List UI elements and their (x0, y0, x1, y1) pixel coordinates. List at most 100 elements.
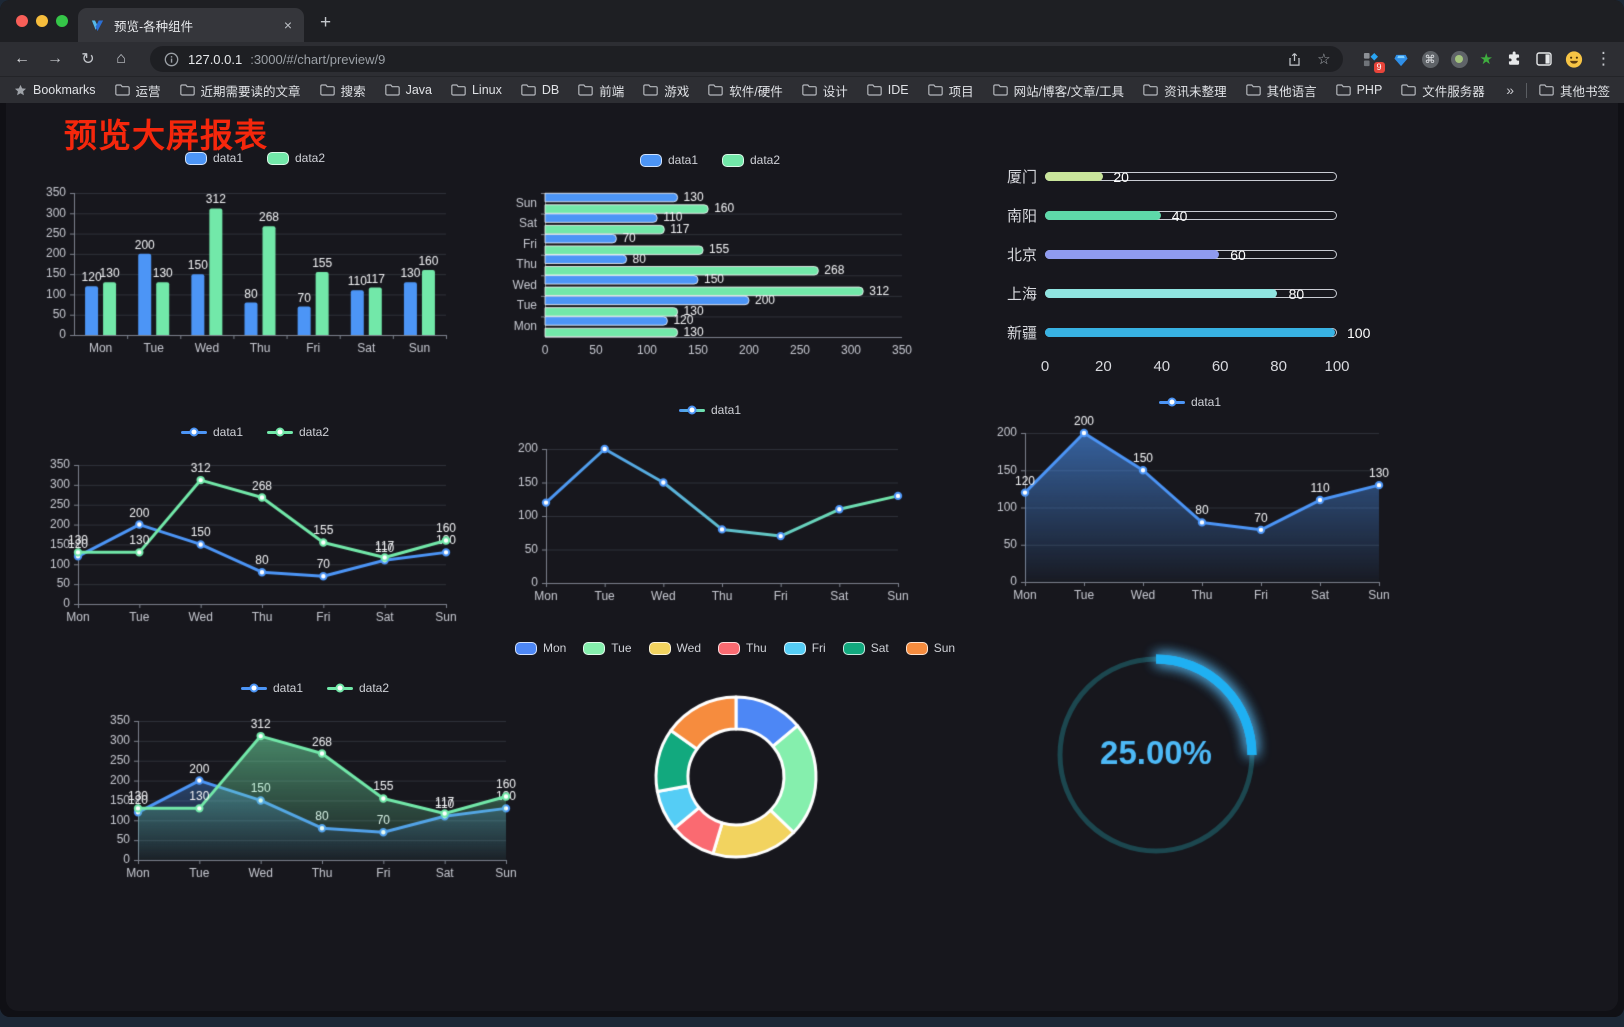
extension-icons: 9 ⌘ ★ ⋮ (1362, 49, 1612, 73)
progress-axis-tick: 60 (1211, 358, 1229, 375)
minimize-window-button[interactable] (36, 15, 48, 27)
progress-row[interactable]: 上海 80 (975, 274, 1395, 313)
legend-item[interactable]: data2 (267, 425, 329, 439)
star-extension-icon[interactable]: ★ (1479, 51, 1493, 68)
legend-item[interactable]: data2 (267, 151, 325, 165)
other-bookmarks[interactable]: 其他书签 (1539, 81, 1610, 100)
url-host: 127.0.0.1 (188, 51, 243, 67)
legend-label: data2 (295, 151, 326, 165)
bookmark-star-icon[interactable]: ☆ (1317, 51, 1331, 68)
progress-value: 40 (1171, 207, 1188, 224)
progress-bar-chart: 厦门 20 南阳 40 北京 60 上海 80 新疆 100 0 20 40 60 80 100 (975, 155, 1395, 395)
dual-area-line-chart-canvas[interactable] (100, 677, 530, 892)
legend-item[interactable]: Mon (514, 641, 566, 655)
legend-item[interactable]: data1 (240, 681, 303, 695)
bookmark-folder[interactable]: 项目 (927, 81, 974, 100)
legend-item[interactable]: data2 (722, 153, 780, 167)
command-extension-icon[interactable]: ⌘ (1421, 50, 1439, 68)
progress-row[interactable]: 厦门 20 (975, 157, 1395, 196)
bookmark-folder[interactable]: 设计 (802, 81, 848, 100)
gem-extension-icon[interactable] (1392, 50, 1410, 68)
legend-item[interactable]: data1 (184, 151, 243, 165)
new-tab-button[interactable]: + (320, 12, 332, 33)
dual-line-chart-canvas[interactable] (40, 421, 470, 636)
tab-favicon (88, 16, 106, 34)
reload-icon[interactable]: ↻ (81, 51, 95, 68)
legend-label: data1 (272, 681, 303, 695)
legend-item[interactable]: data2 (327, 681, 389, 695)
progress-track (1045, 328, 1337, 337)
bookmark-folder[interactable]: 其他语言 (1245, 81, 1317, 100)
share-icon[interactable] (1285, 50, 1303, 68)
legend-marker-icon (240, 683, 267, 693)
chart-legend: data1 data2 (40, 151, 470, 165)
bookmarks-manager[interactable]: Bookmarks (14, 83, 96, 97)
legend-label: Sun (933, 641, 956, 655)
legend-swatch-icon (184, 151, 207, 165)
extension-badge: 9 (1373, 62, 1385, 73)
legend-marker-icon (180, 427, 207, 437)
bookmark-folder[interactable]: 资讯未整理 (1143, 81, 1227, 100)
bookmark-folder[interactable]: 运营 (114, 81, 161, 100)
grouped-bar-chart-canvas[interactable] (40, 147, 470, 365)
legend-item[interactable]: Thu (718, 641, 767, 655)
bookmark-folder[interactable]: 网站/博客/文章/工具 (992, 81, 1124, 100)
site-info-icon[interactable] (162, 50, 180, 68)
browser-menu-icon[interactable]: ⋮ (1595, 49, 1612, 68)
home-icon[interactable]: ⌂ (116, 50, 126, 67)
legend-label: Thu (746, 641, 767, 655)
record-extension-icon[interactable] (1450, 50, 1468, 68)
back-icon[interactable]: ← (14, 50, 30, 67)
horizontal-bar-chart-canvas[interactable] (500, 149, 920, 367)
sidebar-toggle-icon[interactable] (1535, 50, 1553, 68)
extensions-puzzle-icon[interactable] (1505, 50, 1523, 68)
bookmark-folder[interactable]: 游戏 (643, 81, 689, 100)
progress-rows: 厦门 20 南阳 40 北京 60 上海 80 新疆 100 (975, 157, 1395, 352)
bookmark-folder[interactable]: 软件/硬件 (708, 81, 783, 100)
legend-item[interactable]: Sat (842, 641, 889, 655)
gradient-line-chart-canvas[interactable] (500, 399, 920, 619)
legend-item[interactable]: data1 (1158, 395, 1221, 409)
legend-item[interactable]: Sun (905, 641, 956, 655)
profile-avatar[interactable] (1565, 50, 1583, 68)
chart-legend: data1 data2 (100, 681, 530, 695)
progress-fill (1045, 328, 1335, 337)
bookmark-folder[interactable]: 近期需要读的文章 (179, 81, 301, 100)
legend-marker-icon (1158, 397, 1185, 407)
legend-item[interactable]: data1 (180, 425, 243, 439)
legend-item[interactable]: data1 (639, 153, 698, 167)
chart-legend: data1 data2 (40, 425, 470, 439)
legend-item[interactable]: Fri (783, 641, 826, 655)
progress-fill (1045, 211, 1161, 220)
bookmark-folder[interactable]: IDE (867, 81, 909, 100)
tab-title: 预览-各种组件 (114, 19, 194, 34)
gauge-chart-canvas[interactable] (1030, 637, 1290, 887)
donut-pie-chart-canvas[interactable] (520, 637, 950, 887)
close-window-button[interactable] (16, 15, 28, 27)
progress-row[interactable]: 南阳 40 (975, 196, 1395, 235)
progress-value: 100 (1347, 324, 1371, 341)
forward-icon[interactable]: → (47, 50, 63, 67)
legend-item[interactable]: data1 (678, 403, 741, 417)
bookmark-folder[interactable]: DB (521, 81, 559, 100)
progress-row[interactable]: 北京 60 (975, 235, 1395, 274)
bookmark-folder[interactable]: 前端 (578, 81, 624, 100)
bookmarks-overflow-chevron[interactable]: » (1506, 82, 1514, 98)
fullscreen-window-button[interactable] (56, 15, 68, 27)
legend-swatch-icon (648, 641, 671, 655)
tab-close-icon[interactable]: × (283, 17, 292, 33)
bookmark-folder[interactable]: 搜索 (319, 81, 366, 100)
legend-item[interactable]: Tue (583, 641, 632, 655)
bookmarks-label: Bookmarks (33, 83, 96, 97)
bookmark-folder[interactable]: Linux (451, 81, 502, 100)
address-bar[interactable]: 127.0.0.1 :3000/#/chart/preview/9 ☆ (150, 46, 1343, 72)
bookmark-folder[interactable]: PHP (1335, 81, 1382, 100)
browser-tab[interactable]: 预览-各种组件 × (78, 8, 304, 42)
legend-item[interactable]: Wed (648, 641, 701, 655)
bookmark-folder[interactable]: Java (384, 81, 432, 100)
area-line-chart-canvas[interactable] (975, 391, 1405, 616)
bookmark-folder[interactable]: 文件服务器 (1401, 81, 1485, 100)
grid-extension-icon[interactable]: 9 (1362, 50, 1385, 73)
legend-label: data1 (212, 151, 243, 165)
progress-row[interactable]: 新疆 100 (975, 313, 1395, 352)
